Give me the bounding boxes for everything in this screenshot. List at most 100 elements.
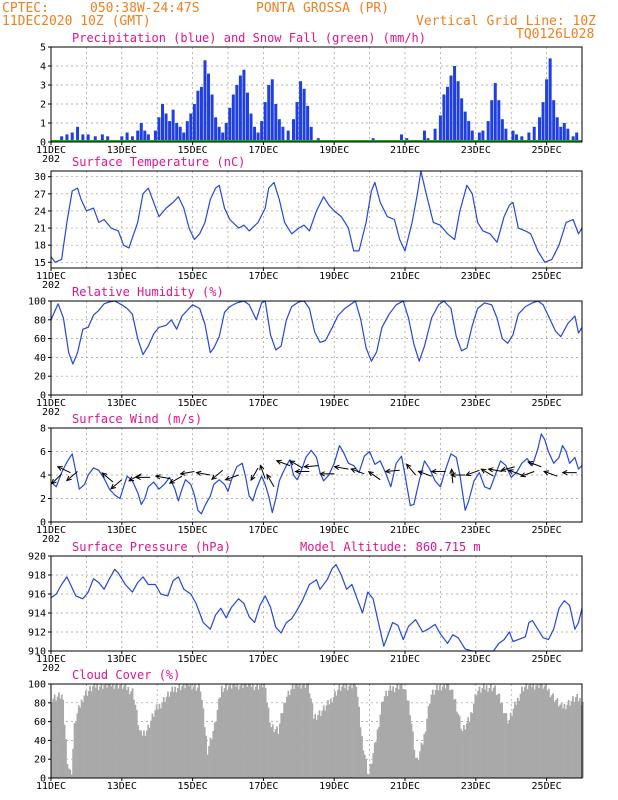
cloud-bar — [358, 706, 360, 778]
cloud-bar — [273, 731, 276, 778]
wind-panel: 0 2 4 6 8 11DEC 13DEC 15DEC 17DEC 19DEC 21DEC 23DEC… — [36, 412, 583, 545]
precip-bar — [76, 126, 80, 142]
wind-vector — [449, 468, 455, 484]
cloud-bar — [189, 684, 192, 778]
precip-bar — [100, 134, 104, 142]
x-tick-label: 21DEC — [390, 398, 420, 409]
wind-vector — [465, 469, 480, 477]
cloud-bar — [481, 688, 484, 778]
precip-bar — [422, 130, 426, 142]
cloud-bar — [211, 739, 213, 778]
y-tick-label: 2 — [40, 494, 46, 505]
x-tick-label: 15DEC — [178, 781, 208, 792]
cloud-bar — [540, 684, 543, 778]
precip-bar — [189, 113, 193, 142]
x-tick-label: 11DEC — [36, 781, 66, 792]
precip-bar — [555, 117, 559, 142]
cloud-bar — [194, 684, 196, 778]
cloud-bar — [562, 708, 564, 778]
precip-bar — [299, 81, 303, 142]
cloud-bar — [97, 690, 100, 778]
wind-vector — [224, 474, 239, 481]
cloud-bar — [155, 704, 158, 778]
cloud-bar — [256, 684, 259, 778]
cloud-bar — [508, 719, 511, 778]
cloud-bar — [186, 684, 189, 778]
y-tick-label: 4 — [40, 471, 46, 482]
cloud-bar — [80, 699, 83, 778]
cloud-bar — [103, 685, 106, 778]
x-tick-label: 25DEC — [532, 525, 562, 536]
precip-bar — [545, 79, 549, 142]
cloud-bar — [542, 688, 545, 778]
x-tick-label: 13DEC — [107, 271, 137, 282]
cloud-bar — [257, 689, 260, 778]
cloud-bar — [550, 695, 553, 778]
wind-vector — [367, 471, 381, 481]
precip-bar — [203, 60, 207, 142]
precip-frame — [50, 46, 583, 143]
temperature-title: Surface Temperature (nC) — [72, 155, 245, 169]
cloud-bar — [303, 684, 305, 778]
cloud-bar — [53, 694, 56, 778]
pressure-panel: 910 912 914 916 918 920 11DEC 13DEC 15DEC 17DEC 19… — [28, 540, 583, 674]
x-tick-label: 25DEC — [532, 398, 562, 409]
cloud-bar — [82, 702, 84, 778]
cloud-bar — [60, 694, 63, 778]
cloud-bar — [354, 684, 356, 778]
cloud-bar — [246, 686, 249, 778]
cloud-bar — [502, 713, 505, 778]
cloud-bar — [392, 686, 394, 778]
cloud-bar — [160, 708, 162, 778]
cloud-bar — [182, 684, 185, 778]
cloud-bar — [243, 684, 246, 778]
cloud-bar — [157, 709, 159, 778]
cloud-bar — [332, 697, 335, 778]
cloud-bar — [151, 713, 154, 778]
wind-vector — [110, 479, 123, 490]
cloud-bar — [247, 684, 250, 778]
precip-bar — [214, 117, 218, 142]
cloud-bar — [220, 685, 223, 778]
cloud-bar — [406, 700, 409, 778]
cloud-bar — [393, 692, 396, 778]
cloud-bar — [209, 737, 212, 778]
cloud-bar — [84, 690, 87, 778]
cloud-bar — [308, 693, 311, 778]
wind-vector — [450, 472, 466, 478]
cloud-bar — [474, 694, 477, 778]
cloud-bar — [315, 719, 318, 778]
precip-bar — [235, 85, 239, 142]
cloud-bar — [172, 691, 175, 778]
x-tick-label: 25DEC — [532, 654, 562, 665]
cloud-bar — [65, 739, 67, 778]
cloud-bar — [253, 690, 256, 778]
cloud-bar — [467, 717, 470, 778]
header-coords: 050:38W-24:47S — [90, 1, 200, 16]
wind-vector — [50, 473, 62, 485]
cloud-bar — [127, 687, 130, 778]
cloud-bar — [328, 704, 331, 778]
precip-bar — [552, 100, 556, 142]
header: CPTEC: 050:38W-24:47S PONTA GROSSA (PR) … — [2, 1, 596, 42]
cloud-bar — [52, 698, 55, 778]
precip-bar — [281, 126, 285, 142]
x-tick-label: 15DEC — [178, 398, 208, 409]
cloud-bar — [223, 688, 226, 778]
cloud-bar — [120, 684, 123, 778]
cloud-bar — [399, 684, 402, 778]
x-tick-label: 11DEC — [36, 525, 66, 536]
cloud-bar — [304, 687, 307, 778]
cloud-bar — [56, 696, 59, 778]
precip-bar — [500, 119, 504, 142]
cloud-bar — [184, 688, 186, 778]
cloud-bar — [559, 704, 562, 778]
x-year-label: 202 — [42, 154, 60, 165]
cloud-bar — [229, 684, 232, 778]
y-tick-label: 15 — [34, 258, 46, 269]
x-tick-label: 23DEC — [461, 781, 491, 792]
cloud-bar — [109, 684, 111, 778]
cloud-bar — [312, 718, 315, 778]
cloud-bar — [322, 705, 325, 778]
precip-bar — [463, 111, 467, 142]
